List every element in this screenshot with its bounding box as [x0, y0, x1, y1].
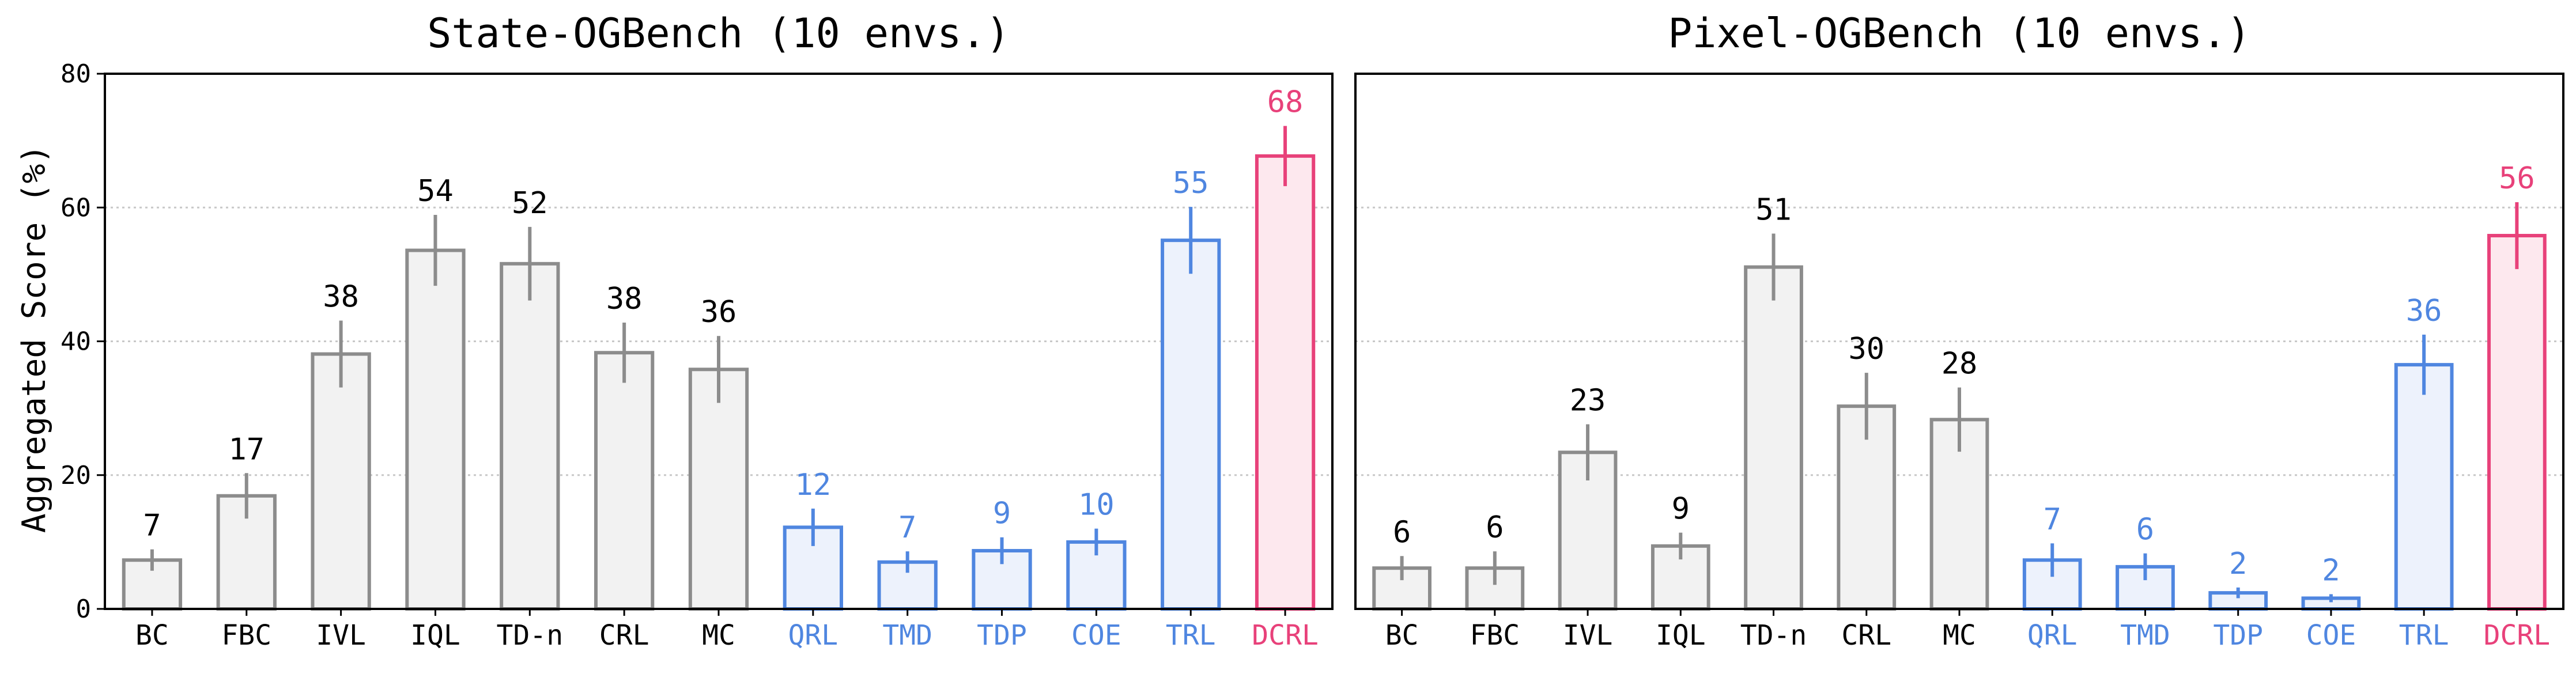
x-tick-label: IVL: [316, 619, 366, 652]
data-label: 54: [417, 174, 454, 209]
data-label: 7: [898, 510, 916, 545]
x-tick-label: TMD: [882, 619, 932, 652]
y-tick-label: 20: [61, 461, 91, 490]
x-tick-label: DCRL: [1252, 619, 1319, 652]
data-label: 68: [1267, 85, 1304, 120]
bar-crl: [594, 351, 655, 611]
x-tick-label: IVL: [1563, 619, 1613, 652]
bar-trl: [2394, 363, 2454, 611]
plot-frame: [1354, 73, 2564, 610]
data-label: 7: [2044, 502, 2061, 537]
data-label: 56: [2499, 161, 2535, 196]
x-tick-label: TDP: [2213, 619, 2263, 652]
data-label: 17: [228, 432, 265, 467]
x-tick-label: QRL: [788, 619, 838, 652]
y-tick-label: 60: [61, 193, 91, 222]
panel-state-ogbench: State-OGBench (10 envs.) 0 20 40 60 80 7 BC 17 FB…: [61, 10, 1334, 652]
data-label: 6: [1393, 515, 1411, 550]
x-tick-label: TRL: [1166, 619, 1216, 652]
x-tick-label: IQL: [1656, 619, 1706, 652]
data-label: 2: [2322, 553, 2340, 588]
x-tick-label: TDP: [977, 619, 1027, 652]
x-tick-label: FBC: [1470, 619, 1520, 652]
data-label: 30: [1848, 332, 1884, 366]
panel-pixel-ogbench: Pixel-OGBench (10 envs.) 6 BC 6 FBC 23 IVL 9 IQL…: [1354, 10, 2564, 652]
data-label: 23: [1570, 383, 1606, 418]
data-label: 2: [2229, 547, 2247, 581]
data-label: 9: [993, 497, 1011, 531]
data-label: 51: [1755, 193, 1792, 228]
x-tick-label: BC: [1385, 619, 1419, 652]
chart-title: Pixel-OGBench (10 envs.): [1668, 10, 2250, 57]
x-tick-label: TD-n: [1740, 619, 1807, 652]
y-tick-label: 40: [61, 327, 91, 357]
data-label: 7: [143, 509, 161, 543]
bar-iql: [405, 248, 466, 611]
bar-dcrl: [2487, 234, 2547, 611]
data-label: 52: [512, 186, 548, 221]
x-tick-label: COE: [1071, 619, 1121, 652]
data-label: 12: [795, 468, 832, 502]
y-tick-label: 0: [76, 595, 92, 624]
bar-mc: [688, 368, 749, 611]
x-tick-label: FBC: [221, 619, 271, 652]
x-tick-label: DCRL: [2484, 619, 2551, 652]
x-tick-label: COE: [2306, 619, 2356, 652]
y-axis-label: Aggregated Score (%): [16, 145, 53, 533]
plot-frame: [104, 73, 1334, 610]
y-tick-label: 80: [61, 59, 91, 89]
bar-td-n: [500, 262, 560, 611]
data-label: 36: [701, 295, 737, 330]
data-label: 28: [1942, 347, 1978, 381]
data-label: 38: [323, 280, 359, 315]
bar-trl: [1161, 238, 1221, 611]
chart-title: State-OGBench (10 envs.): [427, 10, 1010, 57]
data-label: 6: [1486, 510, 1504, 545]
x-tick-label: QRL: [2027, 619, 2078, 652]
x-tick-label: TRL: [2399, 619, 2449, 652]
x-tick-label: MC: [1943, 619, 1976, 652]
x-tick-label: BC: [135, 619, 169, 652]
data-label: 38: [606, 282, 643, 316]
bar-dcrl: [1255, 154, 1316, 611]
bar-ivl: [311, 352, 371, 611]
x-tick-label: TMD: [2120, 619, 2170, 652]
x-tick-label: TD-n: [497, 619, 564, 652]
x-tick-label: CRL: [1841, 619, 1891, 652]
x-tick-label: CRL: [599, 619, 649, 652]
x-tick-label: MC: [702, 619, 735, 652]
data-label: 10: [1078, 488, 1115, 522]
x-tick-label: IQL: [410, 619, 460, 652]
data-label: 6: [2136, 513, 2154, 547]
bar-td-n: [1744, 265, 1803, 611]
data-label: 36: [2406, 294, 2442, 328]
data-label: 9: [1672, 492, 1690, 527]
data-label: 55: [1173, 166, 1209, 200]
